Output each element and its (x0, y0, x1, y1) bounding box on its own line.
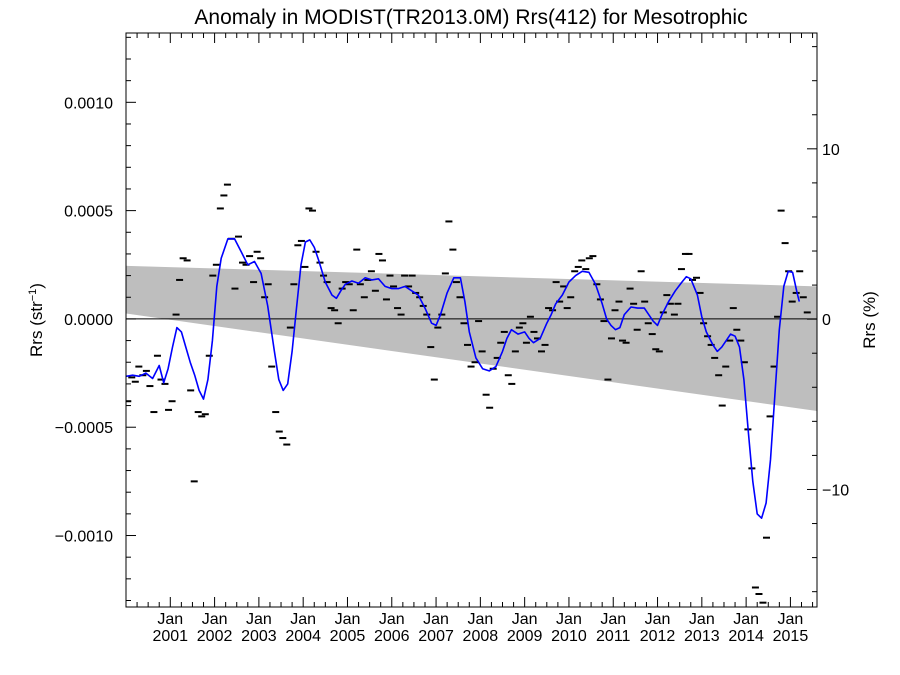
x-tick-label-year: 2015 (773, 628, 809, 645)
x-tick-label-month: Jan (467, 611, 493, 628)
x-tick-label-month: Jan (689, 611, 715, 628)
y-axis-label-close: ) (27, 283, 46, 289)
y2-tick-label: −10 (822, 482, 849, 499)
x-tick-label-month: Jan (246, 611, 272, 628)
x-tick-label-year: 2007 (418, 628, 454, 645)
x-tick-label-month: Jan (423, 611, 449, 628)
smoothed-anomaly-line (126, 238, 801, 519)
x-tick-label-month: Jan (645, 611, 671, 628)
x-tick-label-year: 2003 (241, 628, 277, 645)
y-tick-label: 0.0005 (64, 204, 113, 221)
plot-area: 0.0010 0.0005 0.0000 −0.0005 −0.0010 10 0 −10 Ja… (55, 32, 849, 645)
plot-inner (126, 183, 817, 604)
y-tick-label: 0.0010 (64, 95, 113, 112)
y2-tick-label: 0 (822, 312, 831, 329)
x-tick-label-month: Jan (335, 611, 361, 628)
plot-frame (125, 32, 818, 608)
x-tick-label-year: 2009 (507, 628, 543, 645)
y-tick-label: 0.0000 (64, 312, 113, 329)
x-tick-label-year: 2008 (463, 628, 499, 645)
x-tick-label-month: Jan (379, 611, 405, 628)
x-tick-label-month: Jan (202, 611, 228, 628)
x-tick-label-month: Jan (733, 611, 759, 628)
x-tick-label-year: 2013 (684, 628, 720, 645)
y-axis-label-superscript: −1 (27, 289, 39, 302)
x-tick-label-month: Jan (556, 611, 582, 628)
x-tick-label-year: 2011 (596, 628, 631, 645)
x-tick-label-year: 2002 (197, 628, 233, 645)
x-tick-label-year: 2001 (152, 628, 188, 645)
x-tick-label-year: 2004 (285, 628, 321, 645)
x-tick-label-year: 2010 (551, 628, 587, 645)
x-tick-label-month: Jan (778, 611, 804, 628)
y-axis-label-base: Rrs (str (27, 301, 46, 357)
x-tick-label-month: Jan (290, 611, 316, 628)
x-tick-label-year: 2005 (330, 628, 366, 645)
y2-axis-label: Rrs (%) (860, 291, 879, 349)
x-tick-label-month: Jan (512, 611, 538, 628)
y-tick-label: −0.0010 (55, 529, 113, 546)
x-tick-label-month: Jan (600, 611, 626, 628)
y-tick-label: −0.0005 (55, 420, 113, 437)
chart-title: Anomaly in MODIST(TR2013.0M) Rrs(412) fo… (194, 6, 747, 29)
x-tick-label-month: Jan (157, 611, 183, 628)
y2-tick-label: 10 (822, 142, 840, 159)
x-tick-label-year: 2014 (728, 628, 764, 645)
x-tick-label-year: 2006 (374, 628, 410, 645)
y-axis-label: Rrs (str−1) (27, 283, 46, 357)
x-tick-label-year: 2012 (640, 628, 676, 645)
